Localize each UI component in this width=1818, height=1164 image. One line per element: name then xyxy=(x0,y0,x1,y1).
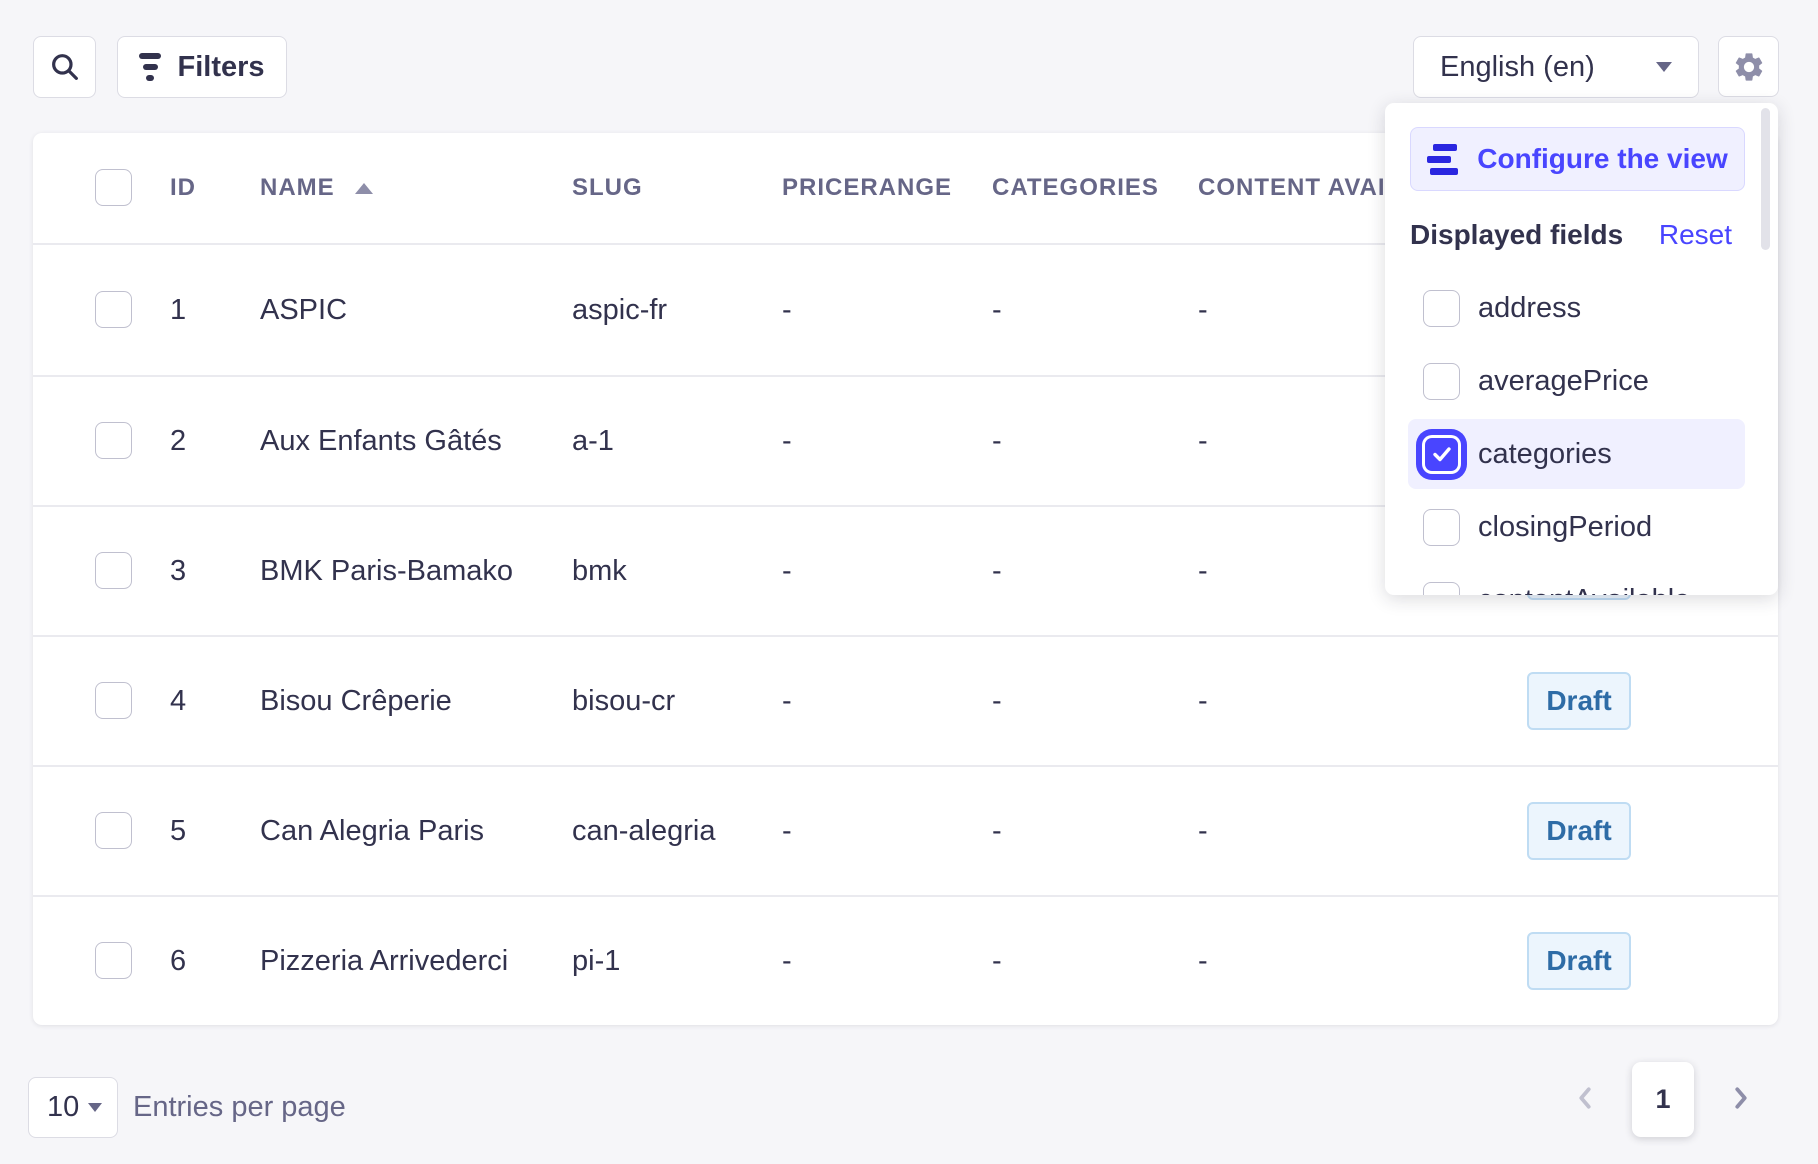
gear-icon xyxy=(1735,52,1762,81)
page-size-select[interactable]: 10 xyxy=(28,1077,118,1138)
cell-name: ASPIC xyxy=(260,293,348,326)
cell-id: 1 xyxy=(170,293,187,326)
checkbox-unchecked[interactable] xyxy=(1423,289,1460,327)
field-option-contentavailable[interactable]: contentAvailable xyxy=(1408,565,1745,595)
page-size-value: 10 xyxy=(47,1091,80,1123)
cell-id: 2 xyxy=(170,424,187,457)
status-badge: Draft xyxy=(1527,672,1631,730)
cell-id: 3 xyxy=(170,554,187,587)
displayed-fields-list: address averagePrice categories closingP… xyxy=(1408,273,1745,595)
field-option-label: categories xyxy=(1478,437,1612,470)
status-badge: Draft xyxy=(1527,802,1631,860)
cell-pricerange: - xyxy=(782,814,792,847)
select-all-checkbox[interactable] xyxy=(95,169,132,206)
field-option-address[interactable]: address xyxy=(1408,273,1745,343)
status-badge: Draft xyxy=(1527,932,1631,990)
table-row[interactable]: 4 Bisou Crêperie bisou-cr - - - Draft xyxy=(33,635,1778,765)
filters-button-label: Filters xyxy=(177,50,265,83)
row-checkbox[interactable] xyxy=(95,291,132,328)
field-option-label: address xyxy=(1478,291,1582,324)
layout-icon xyxy=(1427,143,1459,175)
cell-content-available: - xyxy=(1198,684,1208,717)
cell-id: 5 xyxy=(170,814,187,847)
field-option-label: contentAvailable xyxy=(1478,584,1690,596)
sort-ascending-icon xyxy=(354,182,373,194)
row-checkbox[interactable] xyxy=(95,682,132,719)
cell-categories: - xyxy=(992,293,1002,326)
row-checkbox[interactable] xyxy=(95,812,132,849)
check-icon xyxy=(1432,447,1451,462)
cell-id: 4 xyxy=(170,684,187,717)
cell-categories: - xyxy=(992,944,1002,977)
page-number-button[interactable]: 1 xyxy=(1632,1062,1694,1137)
search-button[interactable] xyxy=(33,36,96,98)
field-option-label: averagePrice xyxy=(1478,364,1649,397)
field-option-categories[interactable]: categories xyxy=(1408,419,1745,489)
header-slug[interactable]: SLUG xyxy=(572,174,643,201)
displayed-fields-heading: Displayed fields xyxy=(1410,219,1624,250)
cell-slug: bisou-cr xyxy=(572,684,676,717)
cell-id: 6 xyxy=(170,944,187,977)
checkbox-unchecked[interactable] xyxy=(1423,508,1460,546)
cell-pricerange: - xyxy=(782,293,792,326)
entries-per-page-label: Entries per page xyxy=(133,1091,346,1123)
chevron-right-icon xyxy=(1735,1087,1747,1109)
cell-name: Aux Enfants Gâtés xyxy=(260,424,502,457)
cell-content-available: - xyxy=(1198,944,1208,977)
next-page-button[interactable] xyxy=(1726,1083,1756,1113)
row-checkbox[interactable] xyxy=(95,942,132,979)
checkbox-checked[interactable] xyxy=(1425,437,1458,471)
reset-link[interactable]: Reset xyxy=(1658,219,1732,250)
table-header-row: ID NAME SLUG PRICERANGE CATEGORIES CONTE… xyxy=(33,133,1778,245)
table-row[interactable]: 5 Can Alegria Paris can-alegria - - - Dr… xyxy=(33,765,1778,895)
cell-categories: - xyxy=(992,554,1002,587)
cell-slug: bmk xyxy=(572,554,627,587)
locale-select[interactable]: English (en) xyxy=(1413,36,1699,98)
cell-name: Bisou Crêperie xyxy=(260,684,452,717)
cell-categories: - xyxy=(992,684,1002,717)
field-option-averageprice[interactable]: averagePrice xyxy=(1408,346,1745,416)
filters-button[interactable]: Filters xyxy=(117,36,287,98)
cell-pricerange: - xyxy=(782,424,792,457)
field-option-label: closingPeriod xyxy=(1478,510,1653,543)
configure-the-view-button[interactable]: Configure the view xyxy=(1410,127,1745,191)
cell-content-available: - xyxy=(1198,814,1208,847)
header-pricerange[interactable]: PRICERANGE xyxy=(782,174,953,201)
row-checkbox[interactable] xyxy=(95,552,132,589)
cell-name: Pizzeria Arrivederci xyxy=(260,944,509,977)
cell-slug: pi-1 xyxy=(572,944,621,977)
configure-view-popover: Configure the view Displayed fields Rese… xyxy=(1385,103,1778,595)
cell-pricerange: - xyxy=(782,944,792,977)
cell-categories: - xyxy=(992,814,1002,847)
chevron-left-icon xyxy=(1579,1087,1591,1109)
configure-the-view-label: Configure the view xyxy=(1477,143,1728,174)
cell-name: Can Alegria Paris xyxy=(260,814,485,847)
filter-icon xyxy=(139,53,162,81)
cell-pricerange: - xyxy=(782,684,792,717)
scrollbar-thumb[interactable] xyxy=(1761,108,1770,250)
cell-content-available: - xyxy=(1198,293,1208,326)
locale-select-value: English (en) xyxy=(1440,50,1595,83)
cell-slug: aspic-fr xyxy=(572,293,668,326)
header-id[interactable]: ID xyxy=(170,174,196,201)
cell-content-available: - xyxy=(1198,554,1208,587)
header-categories[interactable]: CATEGORIES xyxy=(992,174,1159,201)
chevron-down-icon xyxy=(88,1103,102,1112)
cell-content-available: - xyxy=(1198,424,1208,457)
cell-name: BMK Paris-Bamako xyxy=(260,554,514,587)
cell-pricerange: - xyxy=(782,554,792,587)
cell-categories: - xyxy=(992,424,1002,457)
chevron-down-icon xyxy=(1656,62,1672,72)
settings-button[interactable] xyxy=(1718,36,1779,97)
row-checkbox[interactable] xyxy=(95,422,132,459)
table-row[interactable]: 6 Pizzeria Arrivederci pi-1 - - - Draft xyxy=(33,895,1778,1025)
previous-page-button[interactable] xyxy=(1570,1083,1600,1113)
field-option-closingperiod[interactable]: closingPeriod xyxy=(1408,492,1745,562)
checkbox-unchecked[interactable] xyxy=(1423,581,1460,595)
search-icon xyxy=(51,54,78,80)
header-name[interactable]: NAME xyxy=(260,133,373,243)
cell-slug: can-alegria xyxy=(572,814,716,847)
cell-slug: a-1 xyxy=(572,424,614,457)
checkbox-unchecked[interactable] xyxy=(1423,362,1460,400)
